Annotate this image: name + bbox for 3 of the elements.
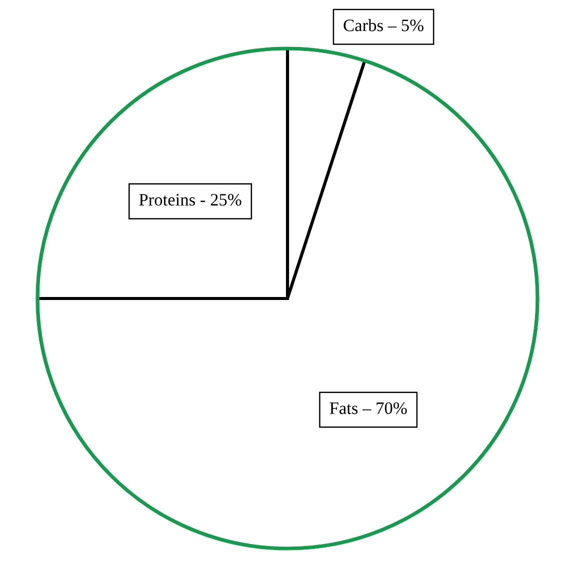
slice-label: Carbs – 5% (344, 19, 424, 32)
slice-label: Proteins - 25% (139, 194, 242, 206)
slice-label: Fats – 70% (330, 402, 407, 414)
